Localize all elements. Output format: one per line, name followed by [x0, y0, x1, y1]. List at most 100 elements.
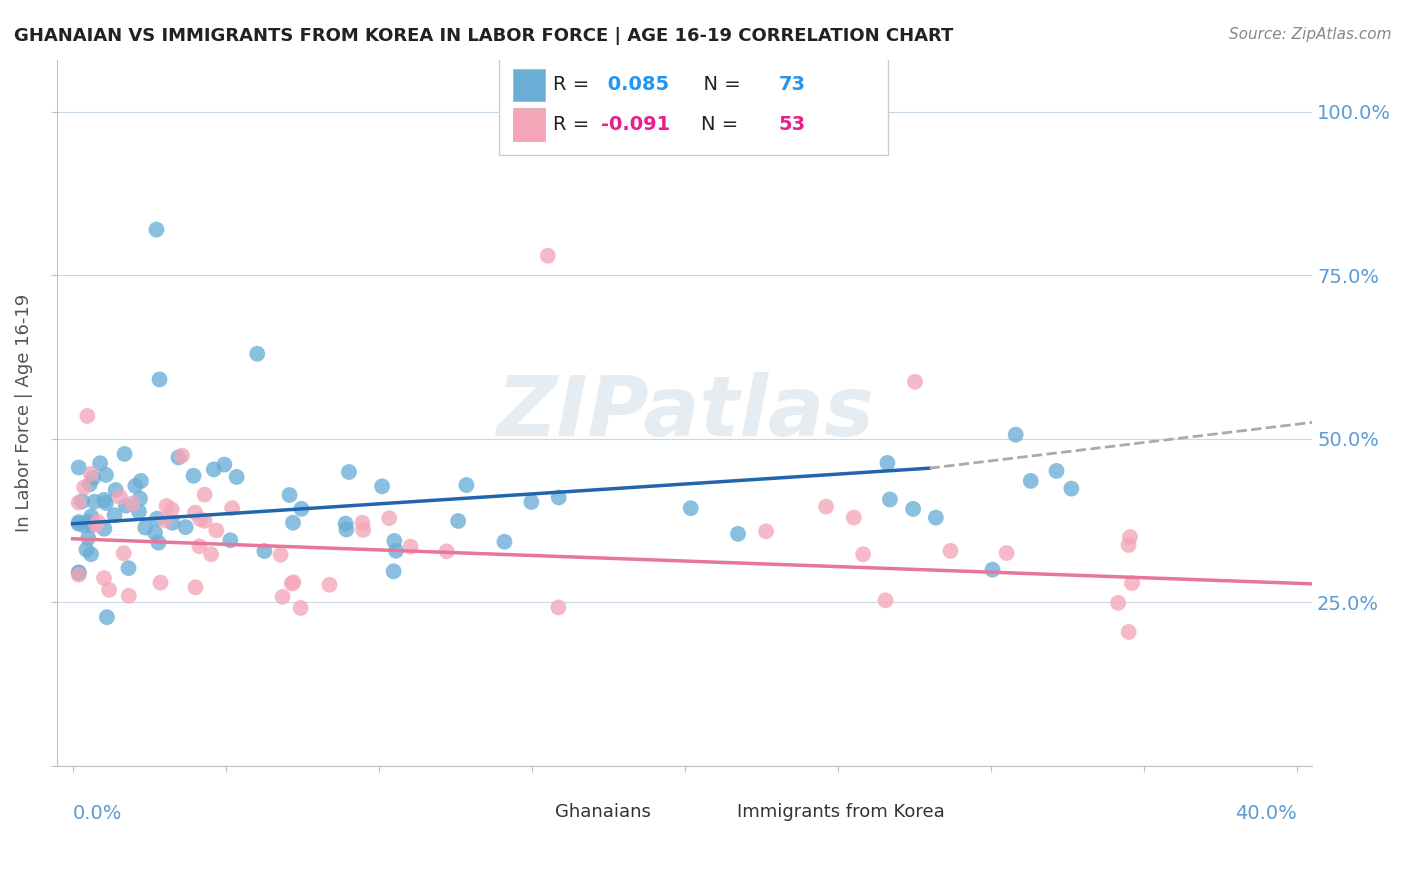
Point [170, 449, 193, 463]
Point [128, 504, 150, 518]
Text: 40.0%: 40.0% [1234, 805, 1296, 823]
Point [981, 563, 1004, 577]
Text: 0.0%: 0.0% [73, 805, 122, 823]
Point [901, 502, 924, 516]
Point [875, 593, 897, 607]
Point [904, 375, 927, 389]
Point [1118, 624, 1140, 639]
Point [96, 610, 118, 624]
Point [352, 516, 374, 530]
Text: N =: N = [690, 75, 747, 94]
Point [184, 580, 207, 594]
Point [76, 409, 98, 423]
Point [67, 495, 90, 509]
Point [183, 468, 205, 483]
Text: Ghanaians: Ghanaians [555, 803, 651, 822]
Point [378, 511, 401, 525]
Point [290, 501, 312, 516]
Point [1019, 474, 1042, 488]
Point [114, 447, 136, 461]
Point [1119, 530, 1142, 544]
Point [727, 526, 749, 541]
Point [129, 474, 152, 488]
Point [160, 502, 183, 516]
Point [520, 495, 543, 509]
Point [80, 509, 103, 524]
Point [143, 525, 166, 540]
Point [75, 542, 97, 557]
Point [352, 523, 374, 537]
Point [108, 490, 131, 504]
FancyBboxPatch shape [513, 69, 546, 102]
Point [87, 515, 110, 529]
Point [200, 547, 222, 561]
Point [194, 514, 217, 528]
Text: N =: N = [702, 115, 745, 134]
Point [221, 501, 243, 516]
Point [842, 510, 865, 524]
Point [67, 460, 90, 475]
Point [83, 494, 105, 508]
Point [124, 479, 146, 493]
Point [337, 465, 360, 479]
Text: ZIPatlas: ZIPatlas [496, 372, 873, 453]
FancyBboxPatch shape [499, 53, 889, 155]
FancyBboxPatch shape [519, 797, 551, 827]
Point [148, 372, 170, 386]
Point [815, 500, 838, 514]
Point [67, 515, 90, 529]
Point [155, 499, 177, 513]
Point [149, 575, 172, 590]
Point [939, 544, 962, 558]
Point [205, 524, 228, 538]
Point [104, 483, 127, 497]
Point [202, 462, 225, 476]
Point [77, 515, 100, 529]
Point [188, 539, 211, 553]
Point [148, 535, 170, 549]
Point [271, 590, 294, 604]
Point [436, 544, 458, 558]
Point [153, 513, 176, 527]
Point [290, 601, 312, 615]
Point [145, 222, 167, 236]
Point [214, 458, 236, 472]
Point [447, 514, 470, 528]
Point [98, 582, 121, 597]
Point [283, 575, 305, 590]
Point [80, 467, 103, 481]
Point [67, 516, 90, 531]
Text: 53: 53 [779, 115, 806, 134]
Point [93, 492, 115, 507]
Point [246, 347, 269, 361]
Point [371, 479, 394, 493]
Text: GHANAIAN VS IMMIGRANTS FROM KOREA IN LABOR FORCE | AGE 16-19 CORRELATION CHART: GHANAIAN VS IMMIGRANTS FROM KOREA IN LAB… [14, 27, 953, 45]
Point [1118, 538, 1140, 552]
Point [112, 546, 135, 560]
Point [146, 512, 169, 526]
Point [318, 578, 340, 592]
Point [188, 512, 211, 526]
Point [67, 566, 90, 580]
Point [134, 520, 156, 534]
FancyBboxPatch shape [513, 108, 546, 141]
Point [755, 524, 778, 539]
Point [121, 496, 143, 510]
Point [281, 516, 304, 530]
Point [93, 571, 115, 585]
Text: Immigrants from Korea: Immigrants from Korea [737, 803, 945, 822]
FancyBboxPatch shape [702, 797, 734, 827]
Point [385, 543, 408, 558]
Point [194, 488, 217, 502]
Point [382, 533, 405, 548]
Point [94, 496, 117, 510]
Point [162, 516, 184, 530]
Point [270, 548, 292, 562]
Text: Source: ZipAtlas.com: Source: ZipAtlas.com [1229, 27, 1392, 42]
Point [253, 544, 276, 558]
Point [103, 508, 125, 523]
Point [80, 547, 103, 561]
Point [67, 566, 90, 580]
Point [94, 467, 117, 482]
Point [118, 589, 141, 603]
